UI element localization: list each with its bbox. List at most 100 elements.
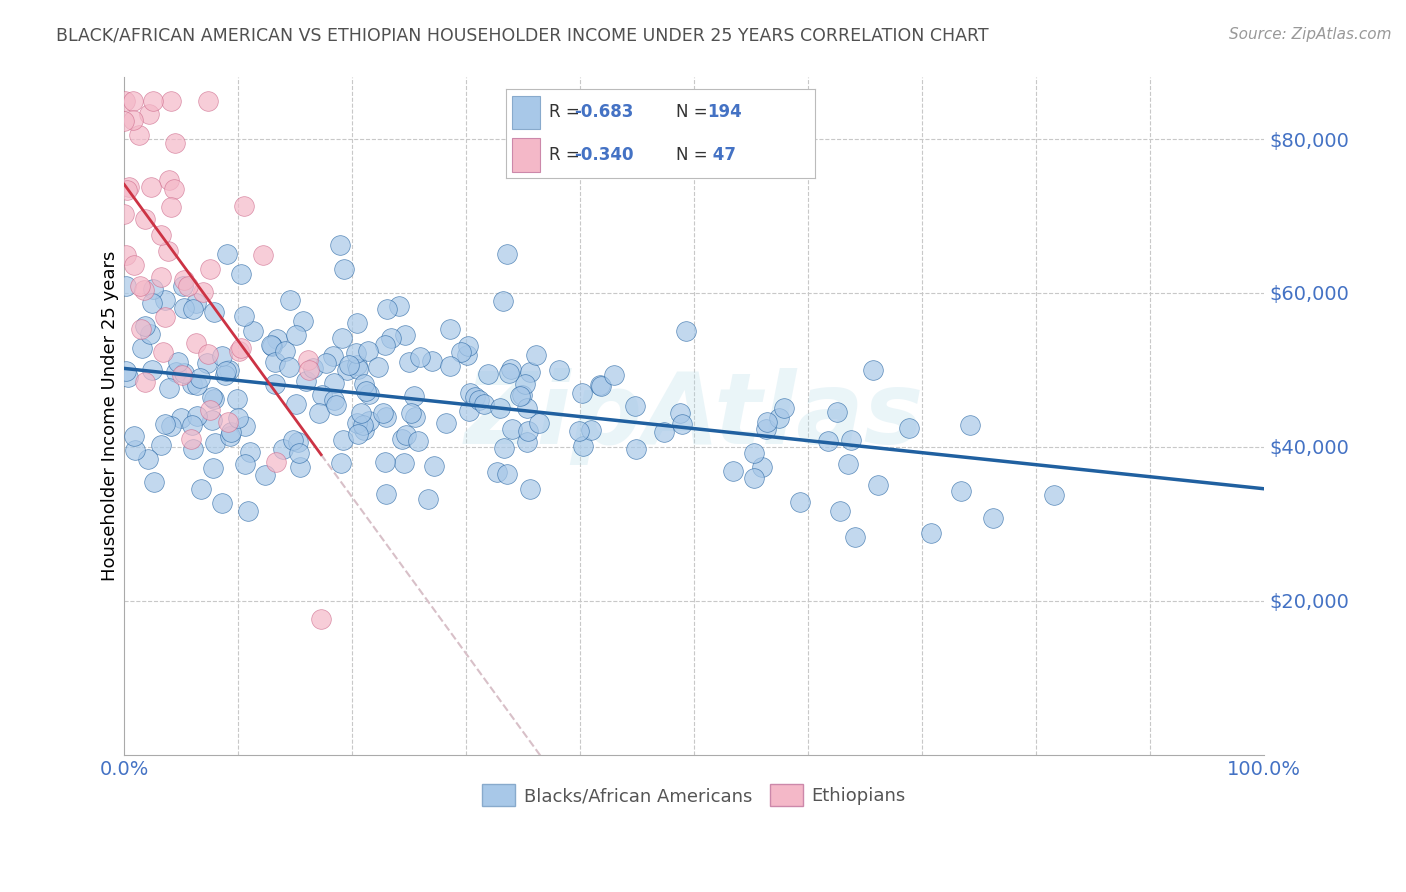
Point — [344, 346, 367, 360]
Point — [408, 434, 430, 449]
Point — [263, 355, 285, 369]
Point — [181, 302, 204, 317]
Point — [284, 328, 307, 343]
Point — [138, 327, 160, 342]
Point — [329, 238, 352, 252]
Point — [458, 386, 481, 401]
Point — [297, 352, 319, 367]
Point — [825, 405, 848, 419]
Point — [399, 406, 422, 420]
Point — [1043, 488, 1066, 502]
Point — [229, 341, 252, 355]
Point — [228, 411, 250, 425]
Point — [387, 299, 409, 313]
Text: N =: N = — [676, 146, 713, 164]
Text: N =: N = — [676, 103, 713, 121]
Point — [624, 399, 647, 413]
Point — [134, 211, 156, 226]
Point — [568, 424, 591, 438]
Point — [517, 424, 540, 438]
Point — [157, 244, 180, 259]
Point — [323, 392, 346, 407]
Point — [264, 455, 287, 469]
Point — [155, 293, 177, 307]
Point — [141, 179, 163, 194]
Point — [166, 355, 188, 369]
Point — [141, 295, 163, 310]
Point — [117, 370, 139, 384]
Point — [118, 179, 141, 194]
Point — [121, 94, 143, 108]
Point — [180, 376, 202, 391]
Point — [868, 478, 890, 492]
Point — [467, 392, 489, 407]
Point — [519, 482, 541, 496]
Point — [524, 348, 547, 362]
Point — [184, 335, 207, 350]
Point — [981, 510, 1004, 524]
Point — [143, 475, 166, 489]
Point — [513, 377, 536, 392]
Point — [200, 413, 222, 427]
Point — [489, 401, 512, 416]
FancyBboxPatch shape — [512, 95, 540, 129]
Point — [172, 279, 194, 293]
Text: 194: 194 — [707, 103, 742, 121]
Point — [501, 422, 523, 436]
Point — [837, 458, 859, 472]
Point — [548, 362, 571, 376]
Point — [266, 332, 288, 346]
Point — [409, 350, 432, 364]
Point — [176, 279, 198, 293]
Point — [398, 355, 420, 369]
Point — [434, 416, 457, 430]
Point — [117, 183, 139, 197]
Point — [571, 386, 593, 401]
Point — [218, 362, 240, 376]
Point — [367, 360, 389, 375]
Point — [519, 365, 541, 379]
Point — [841, 434, 863, 448]
Point — [330, 331, 353, 345]
Point — [495, 247, 517, 261]
Point — [181, 442, 204, 456]
Point — [114, 279, 136, 293]
Point — [828, 504, 851, 518]
Text: ZipAtlas: ZipAtlas — [464, 368, 924, 465]
Point — [232, 199, 254, 213]
Point — [457, 339, 479, 353]
Point — [756, 415, 779, 429]
Point — [160, 419, 183, 434]
Point — [652, 425, 675, 439]
Point — [239, 445, 262, 459]
Point — [292, 314, 315, 328]
Y-axis label: Householder Income Under 25 years: Householder Income Under 25 years — [101, 251, 120, 582]
Point — [287, 446, 309, 460]
Point — [353, 423, 375, 437]
Point — [124, 429, 146, 443]
Point — [211, 496, 233, 510]
Point — [217, 247, 239, 261]
Point — [136, 452, 159, 467]
Point — [579, 423, 602, 437]
Text: -0.683: -0.683 — [574, 103, 634, 121]
Point — [755, 422, 778, 436]
Point — [233, 457, 256, 471]
Point — [193, 285, 215, 299]
Point — [492, 441, 515, 455]
Point — [217, 416, 239, 430]
Point — [353, 377, 375, 392]
Point — [112, 113, 135, 128]
Point — [375, 301, 398, 316]
Point — [325, 398, 347, 412]
Text: Source: ZipAtlas.com: Source: ZipAtlas.com — [1229, 27, 1392, 42]
Point — [201, 391, 224, 405]
Point — [527, 417, 550, 431]
Point — [589, 377, 612, 392]
Point — [134, 283, 156, 297]
Point — [516, 401, 538, 416]
Point — [789, 495, 811, 509]
Point — [273, 343, 295, 358]
Point — [202, 305, 225, 319]
Point — [295, 374, 318, 388]
